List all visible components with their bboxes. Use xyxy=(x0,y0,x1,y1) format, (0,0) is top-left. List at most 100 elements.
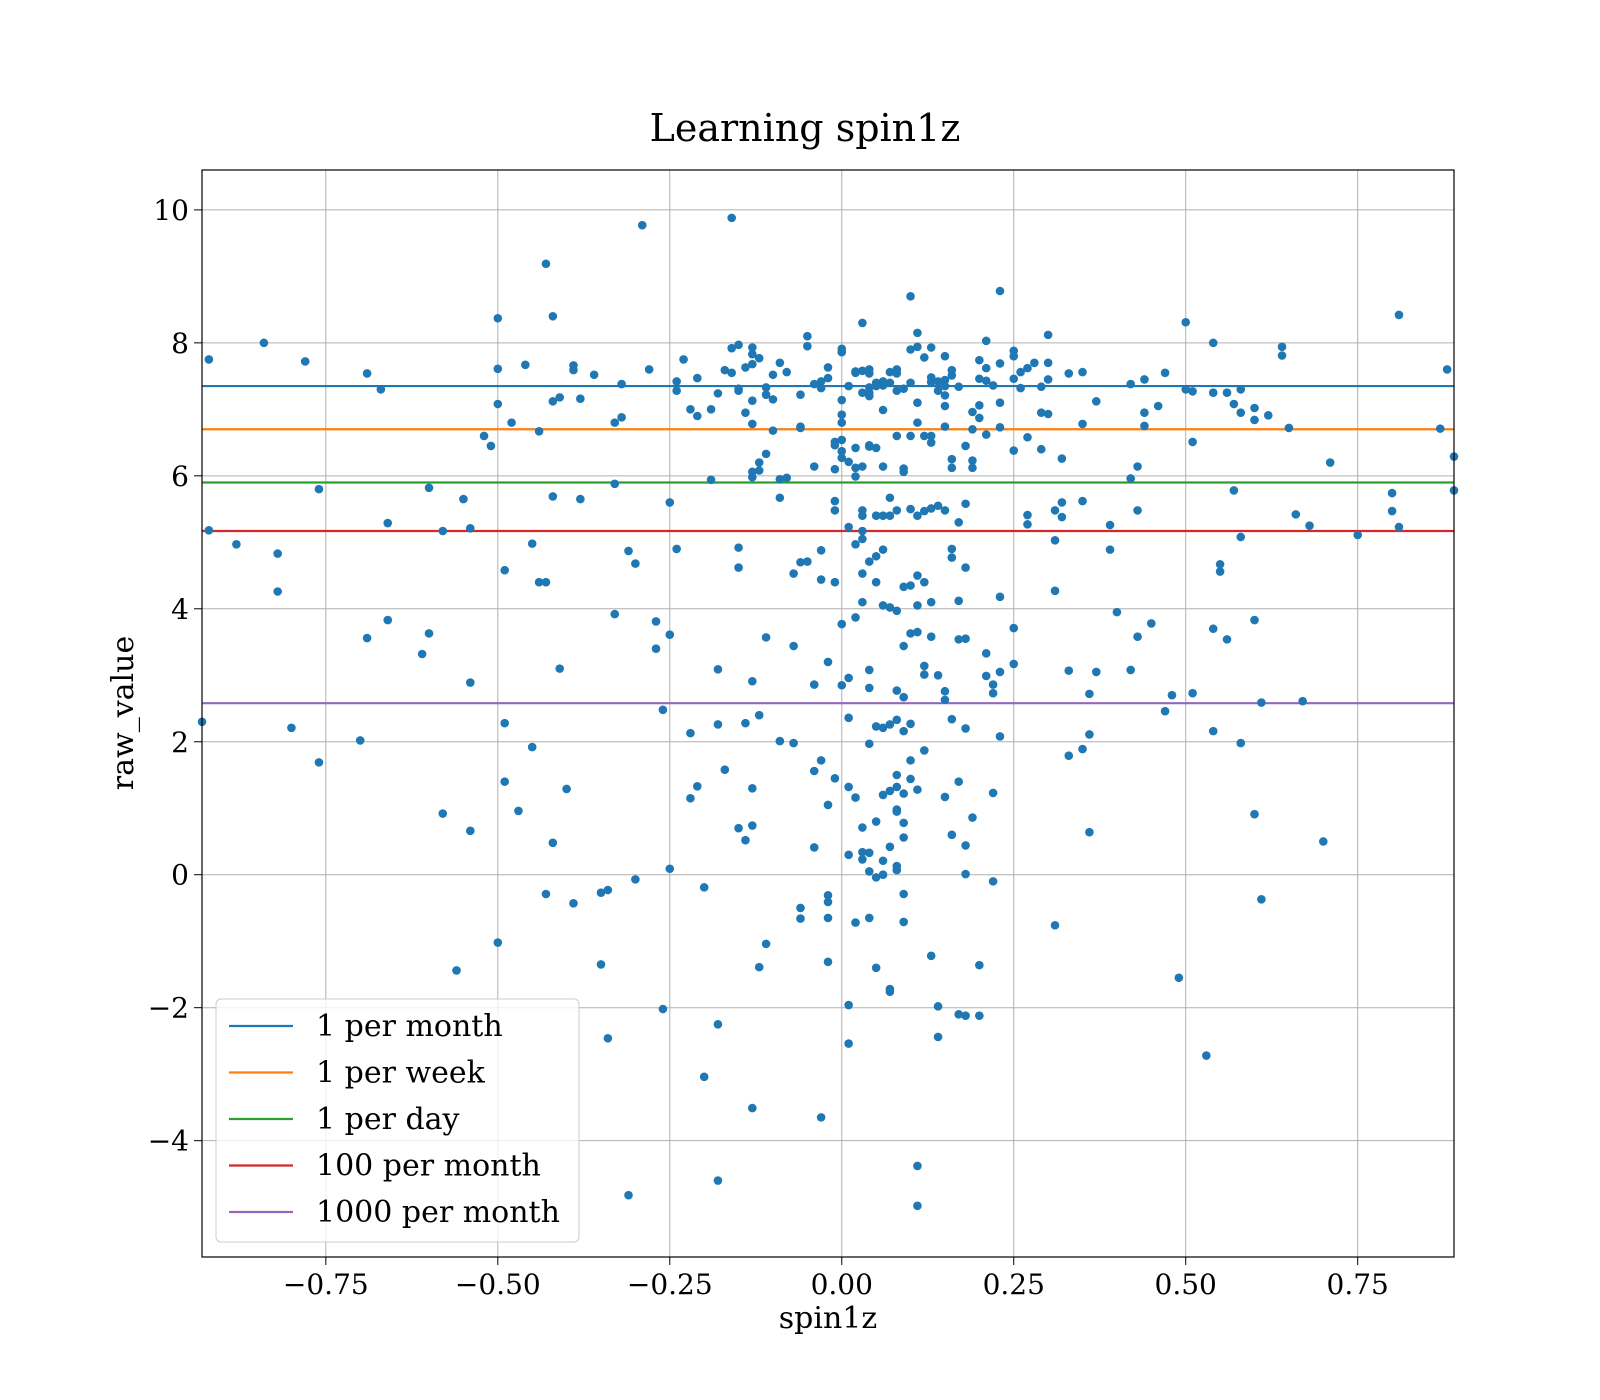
data-point xyxy=(1229,486,1239,495)
data-point xyxy=(913,418,922,427)
data-point xyxy=(713,1176,723,1185)
data-point xyxy=(920,353,929,362)
legend-label: 1 per day xyxy=(316,1102,460,1137)
data-point xyxy=(864,913,874,923)
data-point xyxy=(1167,690,1177,700)
data-point xyxy=(273,549,282,558)
data-point xyxy=(1057,512,1067,522)
data-point xyxy=(692,781,702,791)
data-point xyxy=(899,833,908,842)
data-point xyxy=(823,891,833,900)
data-point xyxy=(631,875,640,884)
data-point xyxy=(761,633,771,642)
data-point xyxy=(734,386,743,396)
data-point xyxy=(851,463,860,473)
data-point xyxy=(940,375,950,385)
data-point xyxy=(699,1072,709,1082)
data-point xyxy=(885,786,895,796)
data-point xyxy=(589,370,599,380)
data-point xyxy=(1236,385,1246,394)
data-point xyxy=(871,511,881,521)
data-point xyxy=(424,483,434,493)
data-point xyxy=(610,609,620,619)
data-point xyxy=(658,705,668,715)
data-point xyxy=(837,619,847,629)
data-point xyxy=(844,522,853,532)
data-point xyxy=(933,1032,943,1042)
data-point xyxy=(465,826,475,836)
data-point xyxy=(1236,738,1246,748)
data-point xyxy=(899,889,908,899)
data-point xyxy=(1016,383,1025,393)
data-point xyxy=(734,340,743,350)
data-point xyxy=(940,506,950,515)
data-point xyxy=(878,511,888,521)
threshold-lines xyxy=(202,384,1454,705)
data-point xyxy=(1250,615,1259,625)
data-point xyxy=(1064,369,1074,378)
data-point xyxy=(830,464,840,474)
data-point xyxy=(830,496,840,506)
data-point xyxy=(1263,411,1273,420)
data-point xyxy=(961,441,970,451)
data-point xyxy=(610,418,620,427)
data-point xyxy=(995,286,1005,296)
data-point xyxy=(1277,351,1287,360)
data-point xyxy=(748,821,757,830)
data-point xyxy=(644,365,654,374)
data-point xyxy=(906,756,915,765)
data-point xyxy=(968,813,977,822)
data-point xyxy=(899,384,908,394)
data-point xyxy=(768,370,778,380)
data-point xyxy=(995,592,1005,602)
data-point xyxy=(837,680,847,690)
data-point xyxy=(617,379,626,389)
plot-frame xyxy=(201,169,1455,1258)
data-point xyxy=(555,393,565,402)
data-point xyxy=(975,1011,984,1020)
data-point xyxy=(947,454,957,464)
data-point xyxy=(1188,688,1197,698)
data-point xyxy=(1105,520,1115,530)
data-point xyxy=(858,318,867,328)
data-point xyxy=(864,739,874,749)
data-point xyxy=(885,378,895,388)
data-point xyxy=(713,389,723,398)
data-point xyxy=(940,422,950,431)
data-point xyxy=(658,1004,668,1014)
data-point xyxy=(968,456,977,465)
data-point xyxy=(1043,375,1053,384)
data-point xyxy=(1023,520,1032,529)
data-point xyxy=(871,817,881,826)
data-point xyxy=(507,418,516,427)
data-point xyxy=(1277,342,1287,352)
data-point xyxy=(576,494,585,504)
data-point xyxy=(665,498,675,507)
x-tick-label: 0.25 xyxy=(983,1268,1045,1301)
data-point xyxy=(892,431,902,441)
data-point xyxy=(1126,379,1135,389)
data-point xyxy=(954,777,964,786)
data-point xyxy=(823,363,833,372)
data-point xyxy=(541,577,551,587)
data-point xyxy=(1009,659,1019,669)
data-point xyxy=(816,1113,826,1122)
data-point xyxy=(761,449,771,459)
data-point xyxy=(596,888,606,897)
data-point xyxy=(851,443,860,453)
data-point xyxy=(1298,696,1307,706)
data-point xyxy=(981,336,991,346)
data-point xyxy=(844,1039,853,1048)
data-point xyxy=(961,499,970,509)
data-point xyxy=(232,540,241,549)
data-point xyxy=(748,676,757,686)
data-point xyxy=(961,724,970,733)
data-point xyxy=(596,960,606,969)
data-point xyxy=(816,756,826,765)
x-tick-label: −0.50 xyxy=(455,1268,541,1301)
data-point xyxy=(926,438,936,447)
data-point xyxy=(1078,496,1087,506)
data-point xyxy=(823,913,833,923)
data-point xyxy=(851,472,860,481)
data-point xyxy=(906,629,915,638)
